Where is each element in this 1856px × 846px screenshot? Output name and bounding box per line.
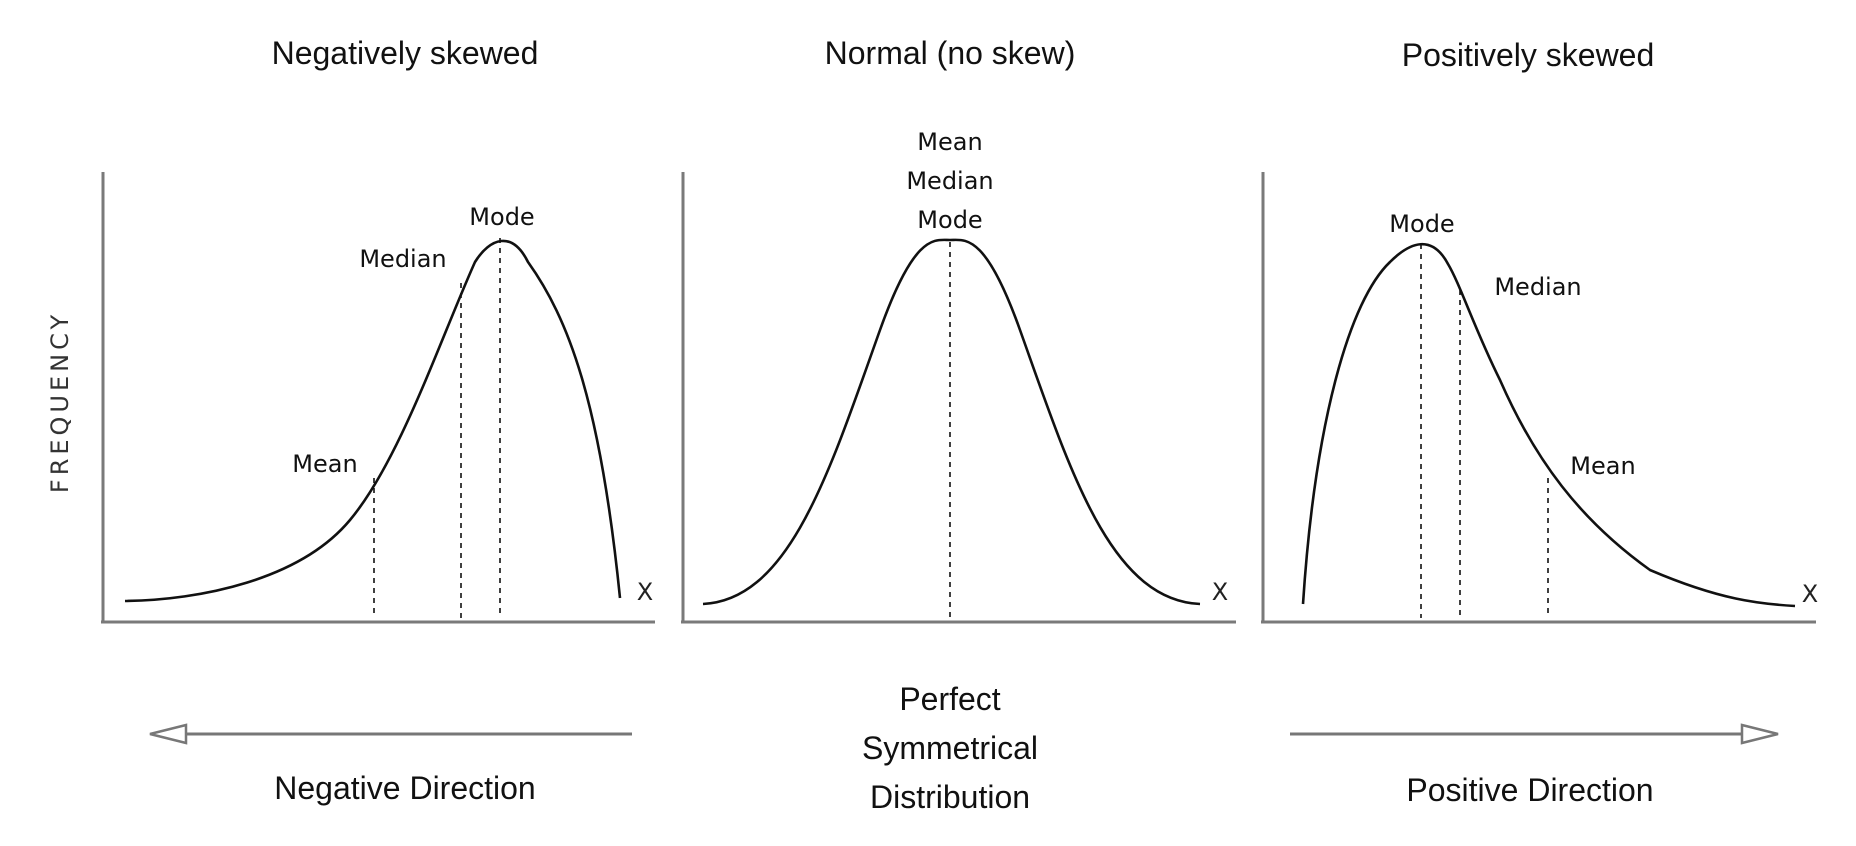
negative-skew-curve <box>124 239 622 603</box>
positive-direction-label: Positive Direction <box>1406 772 1653 808</box>
x-axis-letter: X <box>1802 580 1818 608</box>
mean-label: Mean <box>1570 452 1635 480</box>
y-axis-label-frequency: FREQUENCY <box>46 311 74 493</box>
mean-label: Mean <box>917 128 982 156</box>
symmetric-label-line-1: Perfect <box>899 681 1000 717</box>
panel-positive-skew: Mode Median Mean X <box>1261 172 1818 624</box>
symmetric-label-line-3: Distribution <box>870 779 1030 815</box>
x-axis-letter: X <box>637 578 653 606</box>
mode-label: Mode <box>1389 210 1454 238</box>
median-label: Median <box>1494 273 1581 301</box>
positive-skew-curve <box>1301 242 1796 608</box>
title-normal: Normal (no skew) <box>825 35 1076 71</box>
panel-negative-skew: Mean Median Mode X <box>101 172 655 624</box>
negative-direction-arrow <box>149 723 632 745</box>
x-axis-letter: X <box>1212 578 1228 606</box>
normal-curve <box>702 238 1201 606</box>
title-positively-skewed: Positively skewed <box>1402 37 1655 73</box>
mean-label: Mean <box>292 450 357 478</box>
symmetric-label-line-2: Symmetrical <box>862 730 1038 766</box>
median-label: Median <box>359 245 446 273</box>
mode-label: Mode <box>917 206 982 234</box>
positive-direction-arrow <box>1290 723 1779 745</box>
panel-normal: Mean Median Mode X <box>681 128 1236 624</box>
median-label: Median <box>906 167 993 195</box>
title-negatively-skewed: Negatively skewed <box>272 35 539 71</box>
mode-label: Mode <box>469 203 534 231</box>
negative-direction-label: Negative Direction <box>274 770 535 806</box>
